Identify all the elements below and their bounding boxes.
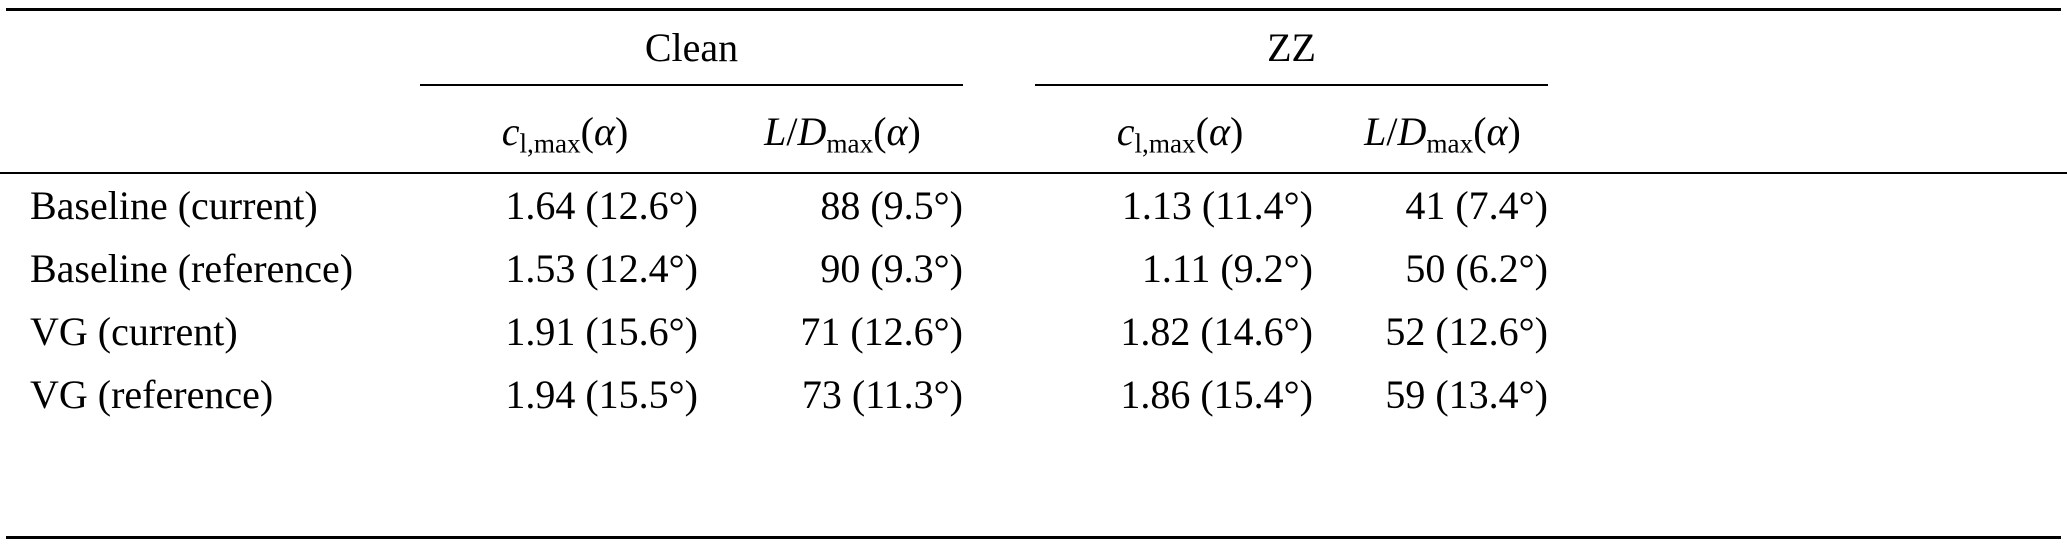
paren-open: ( [873, 109, 887, 154]
column-header-clean-ldmax: L/Dmax(α) [710, 86, 975, 174]
table-row: VG (current) 1.91 (15.6°) 71 (12.6°) 1.8… [0, 300, 2067, 363]
paren-open: ( [1195, 109, 1209, 154]
cell-clean-clmax: 1.64 (12.6°) [505, 183, 698, 228]
group-label-clean: Clean [644, 25, 739, 70]
paren-open: ( [580, 109, 594, 154]
math-var-L: L [1364, 109, 1387, 154]
group-gap-cell [975, 363, 1035, 426]
row-label-column-header [0, 86, 420, 174]
math-slash: / [786, 109, 798, 154]
right-margin-cell [1560, 14, 2067, 86]
column-header-zz-ldmax: L/Dmax(α) [1325, 86, 1560, 174]
cell-clean-clmax: 1.91 (15.6°) [505, 309, 698, 354]
cell-clean-ldmax: 88 (9.5°) [820, 183, 963, 228]
ldmax-alpha-formula: L/Dmax(α) [1364, 109, 1521, 157]
top-rule [6, 8, 2061, 11]
group-gap-cell [975, 237, 1035, 300]
right-margin-cell [1560, 86, 2067, 174]
clmax-alpha-formula: cl,max(α) [501, 109, 629, 157]
right-margin-cell [1560, 237, 2067, 300]
group-header-clean: Clean [420, 14, 975, 86]
row-label: VG (current) [30, 309, 238, 354]
row-label: Baseline (current) [30, 183, 318, 228]
math-var-alpha: α [886, 109, 908, 154]
group-header-row: Clean ZZ [0, 14, 2067, 86]
paren-close: ) [1229, 109, 1244, 154]
math-var-L: L [764, 109, 787, 154]
math-var-D: D [1397, 109, 1427, 154]
cell-clean-ldmax: 73 (11.3°) [801, 372, 963, 417]
group-label-zz: ZZ [1267, 25, 1316, 70]
row-label: Baseline (reference) [30, 246, 354, 291]
math-sub-lmax: l,max [1134, 128, 1196, 159]
zz-group-rule: ZZ [1035, 24, 1548, 86]
results-table: Clean ZZ cl,max(α) L/Dmax(α) [0, 14, 2067, 426]
cell-zz-ldmax: 50 (6.2°) [1405, 246, 1548, 291]
table-row: Baseline (reference) 1.53 (12.4°) 90 (9.… [0, 237, 2067, 300]
bottom-rule [6, 536, 2061, 539]
cell-zz-clmax: 1.13 (11.4°) [1121, 183, 1313, 228]
cell-zz-clmax: 1.11 (9.2°) [1141, 246, 1313, 291]
right-margin-cell [1560, 363, 2067, 426]
math-var-alpha: α [1486, 109, 1508, 154]
group-gap-cell [975, 173, 1035, 237]
math-var-D: D [797, 109, 827, 154]
table-row: VG (reference) 1.94 (15.5°) 73 (11.3°) 1… [0, 363, 2067, 426]
table-row: Baseline (current) 1.64 (12.6°) 88 (9.5°… [0, 173, 2067, 237]
math-var-alpha: α [593, 109, 615, 154]
cell-clean-ldmax: 90 (9.3°) [820, 246, 963, 291]
right-margin-cell [1560, 173, 2067, 237]
math-sub-max: max [1426, 128, 1474, 159]
group-gap-cell [975, 86, 1035, 174]
cell-zz-clmax: 1.82 (14.6°) [1120, 309, 1313, 354]
paren-close: ) [1507, 109, 1521, 154]
cell-zz-ldmax: 59 (13.4°) [1385, 372, 1548, 417]
math-sub-max: max [826, 128, 874, 159]
cell-zz-clmax: 1.86 (15.4°) [1120, 372, 1313, 417]
right-margin-cell [1560, 300, 2067, 363]
paren-open: ( [1473, 109, 1487, 154]
cell-clean-clmax: 1.53 (12.4°) [505, 246, 698, 291]
clmax-alpha-formula: cl,max(α) [1116, 109, 1244, 157]
group-gap-cell [975, 300, 1035, 363]
paren-close: ) [907, 109, 921, 154]
cell-clean-ldmax: 71 (12.6°) [800, 309, 963, 354]
group-header-zz: ZZ [1035, 14, 1560, 86]
cell-clean-clmax: 1.94 (15.5°) [505, 372, 698, 417]
column-header-zz-clmax: cl,max(α) [1035, 86, 1325, 174]
math-sub-lmax: l,max [519, 128, 581, 159]
math-var-c: c [1116, 109, 1135, 154]
cell-zz-ldmax: 52 (12.6°) [1385, 309, 1548, 354]
ldmax-alpha-formula: L/Dmax(α) [764, 109, 921, 157]
subheader-row: cl,max(α) L/Dmax(α) cl,max(α) L/Dmax(α) [0, 86, 2067, 174]
cell-zz-ldmax: 41 (7.4°) [1405, 183, 1548, 228]
math-var-c: c [501, 109, 520, 154]
row-label: VG (reference) [30, 372, 274, 417]
clean-group-rule: Clean [420, 24, 963, 86]
math-slash: / [1386, 109, 1398, 154]
corner-cell [0, 14, 420, 86]
group-gap-cell [975, 14, 1035, 86]
math-var-alpha: α [1208, 109, 1230, 154]
paren-close: ) [614, 109, 629, 154]
column-header-clean-clmax: cl,max(α) [420, 86, 710, 174]
